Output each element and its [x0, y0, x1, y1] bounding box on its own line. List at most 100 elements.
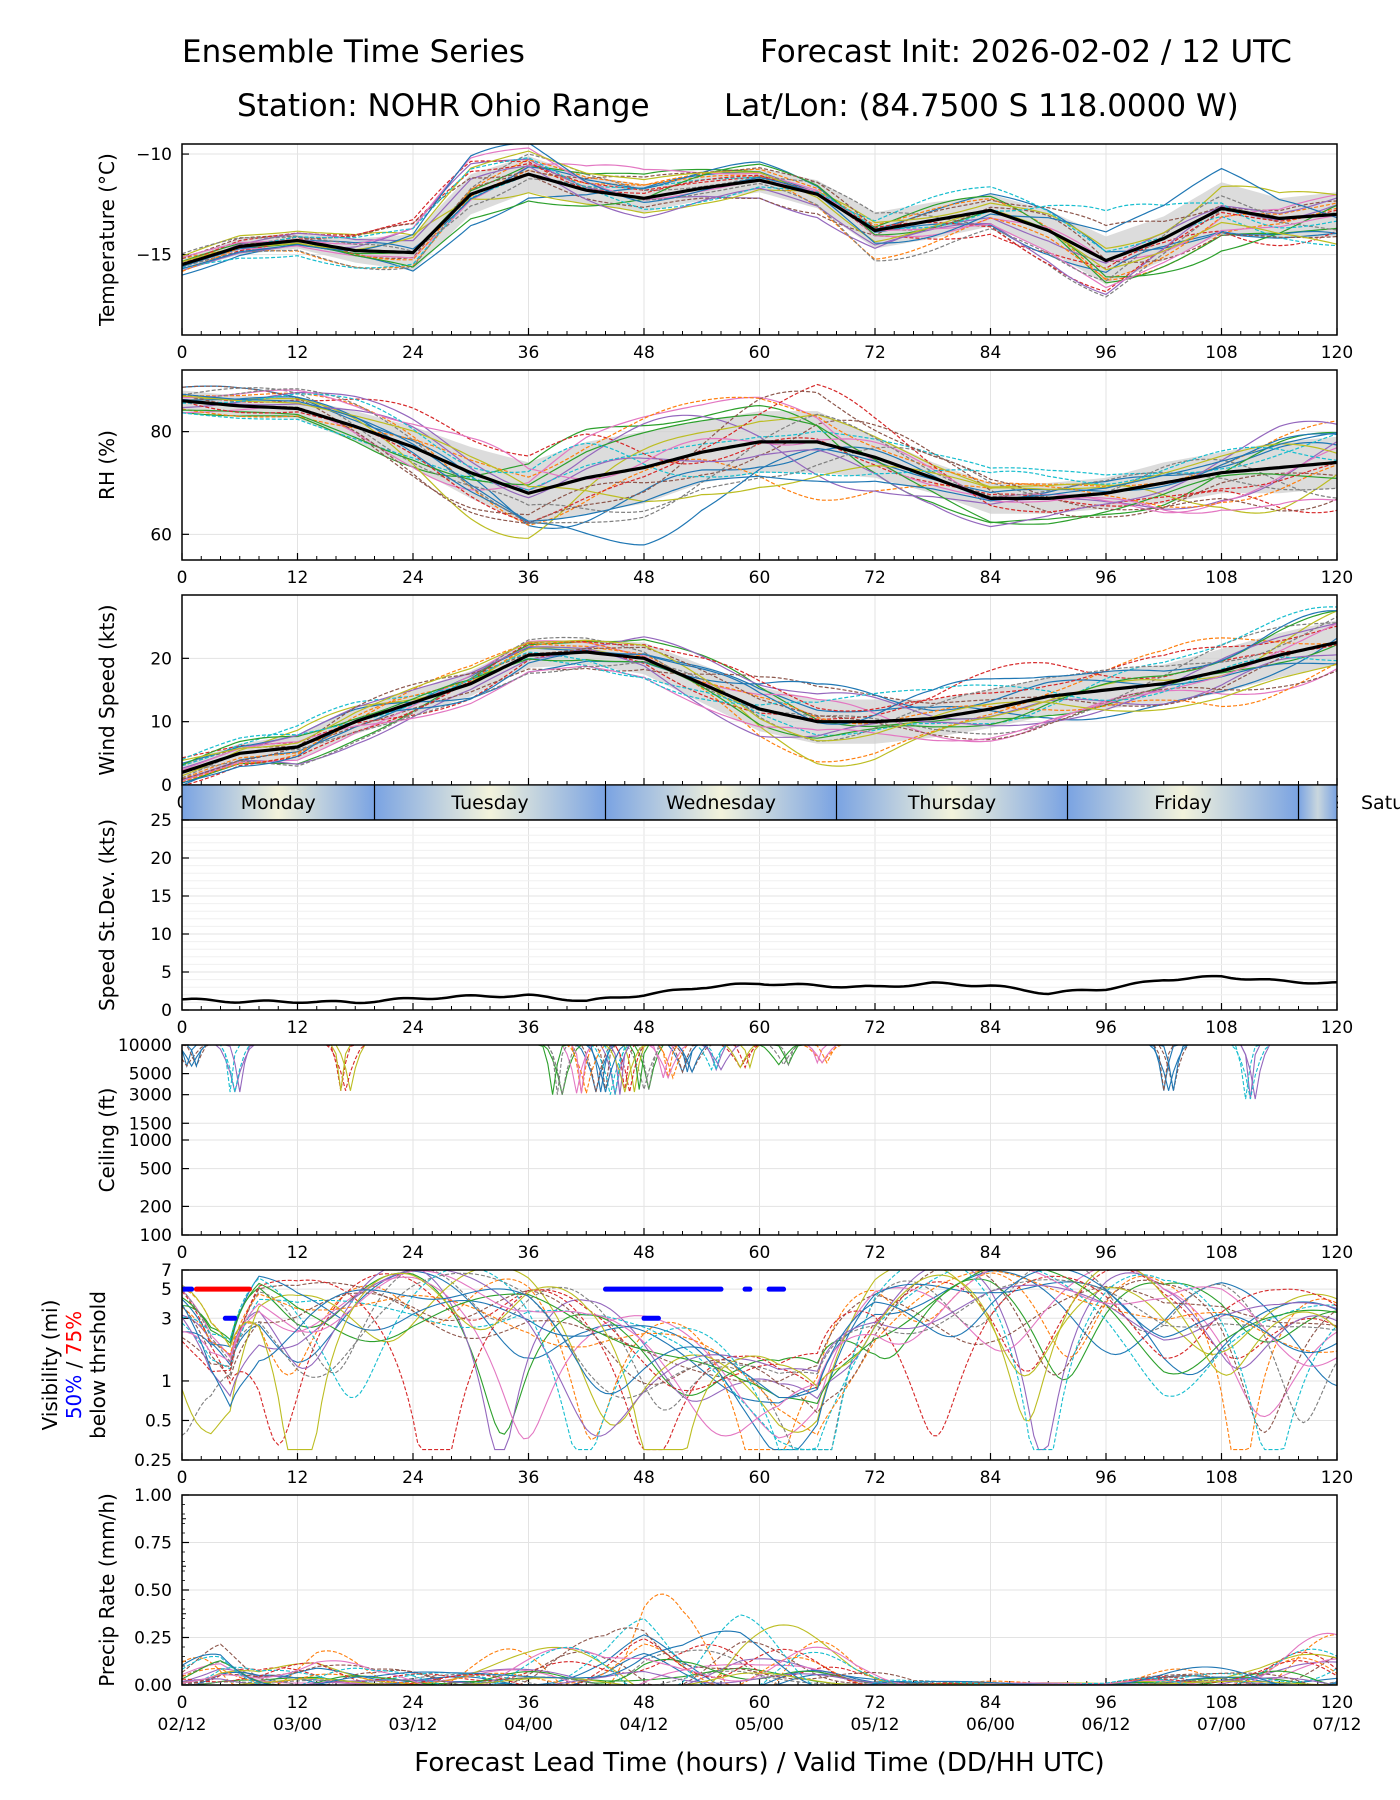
ensemble-member	[182, 1270, 1337, 1451]
x-tick-label: 0	[177, 1243, 188, 1263]
x-tick-label: 84	[980, 1693, 1002, 1713]
ensemble-member	[182, 1641, 1337, 1685]
x-tick-label: 60	[749, 1693, 771, 1713]
x-tick-label: 0	[177, 568, 188, 588]
series-layer	[182, 144, 1337, 298]
legend-50: 50%	[62, 1375, 86, 1419]
y-tick-label: 0.25	[134, 1629, 172, 1649]
y-tick-label: 5000	[129, 1065, 172, 1085]
y-tick-label: 0.25	[134, 1451, 172, 1471]
ensemble-member	[182, 167, 1337, 267]
day-band	[1067, 785, 1299, 820]
legend-75: 75%	[62, 1311, 86, 1355]
ensemble-member	[182, 404, 1337, 524]
y-tick-label: 0	[161, 776, 172, 796]
x-tick-label: 120	[1321, 1468, 1353, 1488]
ensemble-member	[182, 1270, 1337, 1451]
plot-border	[181, 1494, 1338, 1686]
valid-time-label: 06/12	[1082, 1715, 1131, 1735]
x-tick-label: 36	[518, 1468, 540, 1488]
ensemble-member	[182, 1270, 1337, 1404]
ensemble-member	[182, 1617, 1337, 1685]
panel-temperature: −10 −15 0 12 24 36 48 60 72 84 96 108 120 Temperature…	[95, 143, 1353, 363]
rh-ylabel: RH (%)	[95, 430, 119, 500]
legend-sep: /	[62, 1355, 86, 1374]
y-tick-label: −15	[136, 246, 172, 266]
x-tick-label: 24	[402, 1018, 424, 1038]
x-tick-label: 120	[1321, 568, 1353, 588]
x-tick-label: 108	[1205, 1468, 1237, 1488]
ensemble-member	[182, 606, 1337, 767]
x-tick-label: 12	[287, 1018, 309, 1038]
latlon-label: Lat/Lon: (84.7500 S 118.0000 W)	[724, 88, 1239, 124]
ensemble-member	[182, 1270, 1337, 1451]
x-tick-label: 84	[980, 1018, 1002, 1038]
plot-border	[181, 1269, 1338, 1461]
x-tick-label: 96	[1095, 1243, 1117, 1263]
x-tick-label: 48	[633, 1468, 655, 1488]
x-tick-label: 108	[1205, 343, 1237, 363]
ensemble-member	[182, 646, 1337, 780]
series-layer	[182, 1270, 1337, 1451]
ensemble-member	[182, 174, 1337, 269]
x-tick-label: 72	[864, 1243, 886, 1263]
ensemble-member	[182, 383, 1337, 524]
valid-time-label: 07/12	[1313, 1715, 1362, 1735]
ensemble-member	[182, 157, 1337, 266]
x-tick-label: 84	[980, 568, 1002, 588]
ensemble-member	[182, 1275, 1337, 1451]
ensemble-member	[182, 163, 1337, 278]
y-tick-label: 500	[140, 1160, 172, 1180]
ensemble-mean-line	[182, 640, 1337, 774]
x-tick-label: 96	[1095, 1018, 1117, 1038]
ensemble-member	[182, 1593, 1337, 1685]
x-tick-label: 24	[402, 1243, 424, 1263]
temperature-ylabel: Temperature (°C)	[95, 153, 119, 327]
series-layer	[182, 383, 1337, 546]
x-tick-label: 0	[177, 1018, 188, 1038]
ceiling-ylabel: Ceiling (ft)	[95, 1088, 119, 1193]
ensemble-member	[182, 153, 1337, 298]
ensemble-member	[183, 625, 1337, 785]
x-tick-label: 96	[1095, 1693, 1117, 1713]
x-tick-label: 48	[633, 568, 655, 588]
y-tick-label: 0.5	[145, 1411, 172, 1431]
y-tick-label: 1500	[129, 1114, 172, 1134]
x-tick-label: 72	[864, 1693, 886, 1713]
y-tick-label: 1.00	[134, 1486, 172, 1506]
plot-border	[181, 143, 1338, 336]
ensemble-member	[182, 1270, 1337, 1451]
y-tick-label: 3000	[129, 1086, 172, 1106]
y-tick-label: 1	[161, 1372, 172, 1392]
x-tick-label: 60	[749, 1468, 771, 1488]
day-band	[836, 785, 1068, 820]
x-tick-label: 12	[287, 568, 309, 588]
banner-mask	[1338, 783, 1400, 823]
day-banner: Monday Tuesday Wednesday Thursday Friday Satu…	[181, 783, 1400, 823]
x-tick-label: 36	[518, 1693, 540, 1713]
speed_stdev-ylabel: Speed St.Dev. (kts)	[95, 819, 119, 1011]
day-band	[182, 785, 375, 820]
y-tick-label: 80	[150, 423, 172, 443]
ensemble-member	[182, 622, 1337, 769]
ensemble-member	[182, 1272, 1337, 1435]
x-tick-label: 72	[864, 1018, 886, 1038]
x-tick-label: 60	[749, 343, 771, 363]
y-tick-label: 10	[150, 925, 172, 945]
x-tick-label: 48	[633, 1243, 655, 1263]
day-label: Monday	[241, 792, 316, 814]
panel-visibility: 0.25 0.5 1 3 57 0 12 24 36 48 60 72 84 96 108 120 Visibi…	[38, 1261, 1353, 1488]
ensemble-member	[182, 1614, 1337, 1685]
valid-time-label: 05/00	[735, 1715, 784, 1735]
forecast-init: Forecast Init: 2026-02-02 / 12 UTC	[760, 34, 1292, 70]
visibility-ylabel: Visibility (mi)	[38, 1300, 62, 1431]
ensemble-member	[182, 393, 1337, 522]
y-tick-label: 200	[140, 1197, 172, 1217]
plot-border	[181, 369, 1338, 561]
ensemble-member	[182, 1270, 1337, 1437]
spread-band	[182, 620, 1337, 782]
x-tick-label: 48	[633, 1693, 655, 1713]
x-tick-label: 0	[177, 1693, 188, 1713]
y-tick-label: 0.00	[134, 1676, 172, 1696]
